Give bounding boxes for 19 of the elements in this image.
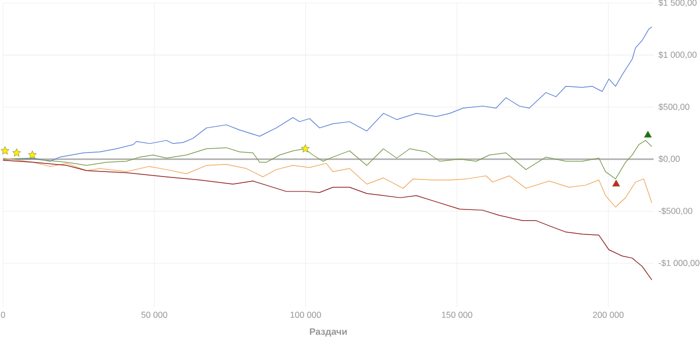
x-tick-label: 0 (0, 312, 6, 318)
x-axis-title: Раздачи (310, 328, 347, 337)
point (612, 180, 620, 186)
line-series (2, 158, 652, 208)
y-tick-label: $1 000,00 (658, 51, 697, 59)
x-tick-label: 100 000 (290, 312, 321, 318)
point (28, 150, 37, 159)
point (644, 130, 652, 138)
point (0, 146, 10, 154)
point (301, 144, 310, 152)
line-series (2, 26, 652, 162)
point (12, 148, 21, 157)
y-tick-label: -$1 000,00 (658, 260, 700, 268)
y-tick-label: $0,00 (658, 155, 680, 163)
y-tick-label: $500,00 (658, 103, 690, 111)
y-tick-label: -$500,00 (658, 207, 692, 215)
x-tick-label: 50 000 (141, 312, 168, 318)
x-tick-label: 200 000 (593, 312, 624, 318)
x-tick-label: 150 000 (442, 312, 472, 318)
